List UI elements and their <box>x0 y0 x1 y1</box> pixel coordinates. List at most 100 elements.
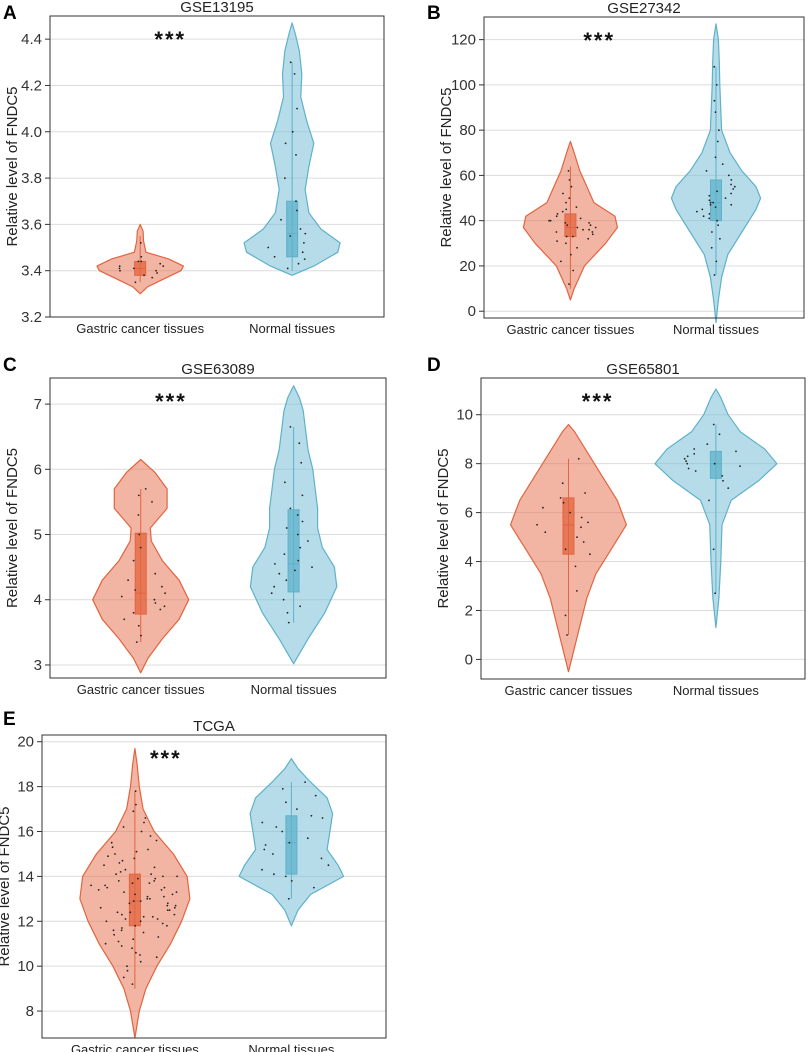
data-point <box>561 482 564 485</box>
data-point <box>97 889 100 891</box>
panel-a: A GSE13195 3.2 3.4 3.6 3.8 4.0 4.2 4.4 Relative l… <box>3 0 385 336</box>
data-point <box>570 253 572 256</box>
significance-marker: *** <box>583 28 615 53</box>
x-category-label: Normal tissues <box>673 322 759 337</box>
y-tick-label: 3.4 <box>21 263 42 280</box>
data-point <box>132 810 135 813</box>
data-point <box>306 837 309 840</box>
data-point <box>143 274 145 277</box>
data-point <box>142 931 145 934</box>
data-point <box>151 915 154 918</box>
data-point <box>120 595 123 598</box>
data-point <box>284 142 287 145</box>
data-point <box>272 853 274 855</box>
data-point <box>154 572 157 575</box>
data-point <box>124 868 127 871</box>
chart-title: GSE63089 <box>181 361 254 378</box>
data-point <box>140 255 143 258</box>
data-point <box>715 260 718 263</box>
y-tick-label: 6 <box>465 505 473 522</box>
data-point <box>301 520 304 523</box>
data-point <box>299 546 302 549</box>
x-category-label: Gastric cancer tissues <box>77 682 205 697</box>
data-point <box>711 231 713 233</box>
data-point <box>728 174 730 177</box>
significance-marker: *** <box>150 746 182 771</box>
data-point <box>106 886 109 889</box>
data-point <box>122 976 125 979</box>
data-point <box>278 572 281 575</box>
data-point <box>721 475 724 477</box>
data-point <box>134 281 137 284</box>
data-point <box>288 841 291 844</box>
data-point <box>714 111 717 113</box>
data-point <box>722 479 724 482</box>
data-point <box>565 235 568 238</box>
data-point <box>155 956 158 959</box>
chart-title: TCGA <box>193 718 235 735</box>
panel-letter: E <box>3 709 16 730</box>
data-point <box>122 826 125 828</box>
data-point <box>716 219 719 222</box>
data-point <box>298 442 301 445</box>
data-point <box>121 927 123 929</box>
data-point <box>289 507 292 510</box>
y-axis-label: Relative level of FNDC5 <box>4 448 21 608</box>
plot-frame <box>480 377 806 680</box>
data-point <box>281 788 284 790</box>
data-point <box>139 900 142 902</box>
data-point <box>303 242 305 244</box>
data-point <box>113 933 115 936</box>
y-tick-label: 16 <box>17 824 34 841</box>
data-point <box>556 240 558 243</box>
data-point <box>727 487 730 489</box>
data-point <box>705 170 708 172</box>
data-point <box>273 585 276 588</box>
data-point <box>289 235 292 237</box>
data-point <box>594 226 597 229</box>
y-axis-label: Relative level of FNDC5 <box>0 806 13 966</box>
data-point <box>584 492 586 494</box>
data-point <box>131 882 134 884</box>
data-point <box>137 624 140 627</box>
data-point <box>166 924 168 927</box>
normal-series <box>654 388 778 629</box>
box-iqr <box>128 873 141 927</box>
data-point <box>99 906 102 909</box>
data-point <box>284 875 287 878</box>
data-point <box>168 909 171 911</box>
data-point <box>693 453 696 455</box>
data-point <box>565 201 567 204</box>
y-tick-label: 4.0 <box>21 124 42 141</box>
y-tick-label: 4.2 <box>21 77 42 94</box>
y-tick-label: 0 <box>465 651 473 668</box>
x-category-label: Gastric cancer tissues <box>505 683 633 698</box>
data-point <box>686 455 689 458</box>
data-point <box>137 514 140 516</box>
data-point <box>118 267 121 270</box>
data-point <box>131 947 134 950</box>
panel-e: E TCGA 8 10 12 14 16 18 20 Relative level of FNDC… <box>0 709 387 1052</box>
y-tick-label: 80 <box>459 122 476 139</box>
data-point <box>565 242 567 245</box>
data-point <box>562 501 565 504</box>
plot-frame <box>49 15 385 318</box>
data-point <box>261 821 264 824</box>
data-point <box>161 922 164 925</box>
data-point <box>134 924 137 927</box>
data-point <box>591 231 594 233</box>
data-point <box>134 893 136 896</box>
data-point <box>733 185 736 188</box>
data-point <box>132 938 135 941</box>
data-point <box>163 895 165 898</box>
y-tick-label: 3.2 <box>21 309 42 326</box>
data-point <box>140 830 143 833</box>
data-point <box>283 553 286 555</box>
data-point <box>287 897 290 900</box>
data-point <box>280 218 282 221</box>
data-point <box>566 634 568 636</box>
data-point <box>139 920 142 923</box>
data-point <box>127 579 129 582</box>
data-point <box>314 794 317 797</box>
data-point <box>121 859 124 862</box>
